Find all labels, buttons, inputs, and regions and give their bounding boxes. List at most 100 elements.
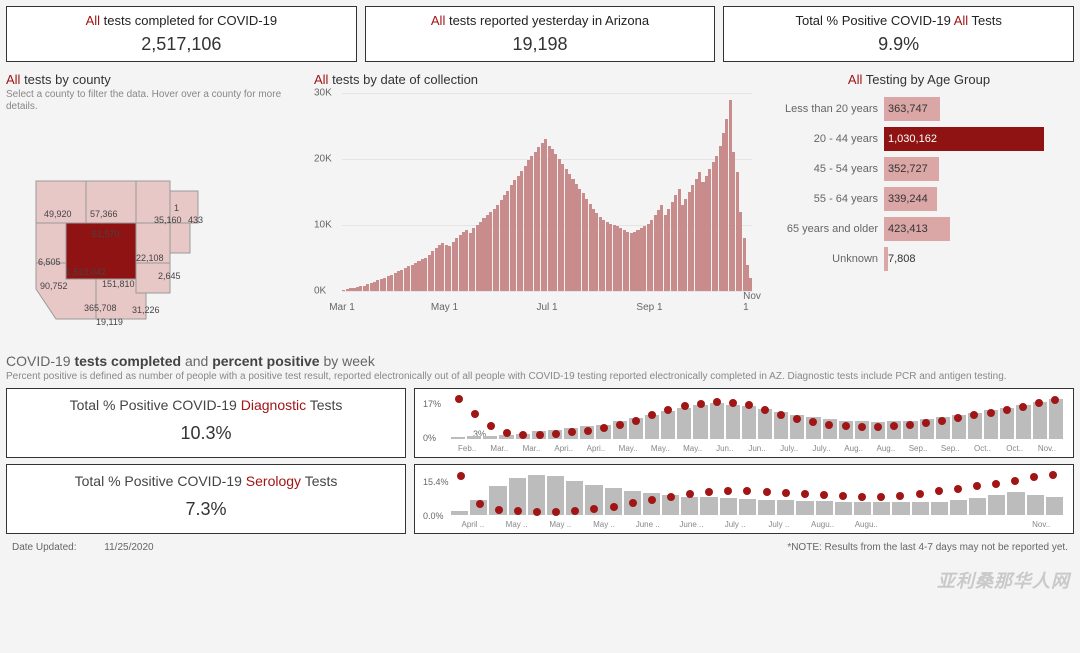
card-total-tests: All tests completed for COVID-19 2,517,1… [6, 6, 357, 62]
combo-xlabel: June .. [636, 520, 660, 529]
diagnostic-chart[interactable]: 17%0%3%Feb..Mar..Mar..Apri..Apri..May..M… [414, 388, 1074, 458]
accent-word: All [314, 72, 328, 87]
combo-dot [916, 490, 924, 498]
combo-bar [467, 436, 481, 439]
combo-bar [758, 500, 775, 515]
age-bar: 7,808 [884, 247, 888, 271]
combo-dot [667, 493, 675, 501]
date-collection-chart[interactable]: 0K10K20K30K Mar 1May 1Jul 1Sep 1Nov 1 [314, 93, 756, 313]
combo-dot [992, 480, 1000, 488]
y-tick: 0K [314, 286, 326, 297]
combo-xlabel: Sep.. [941, 444, 960, 453]
combo-dot [1051, 396, 1059, 404]
combo-dot [973, 482, 981, 490]
combo-dot [705, 488, 713, 496]
age-row: Less than 20 years363,747 [764, 97, 1074, 121]
combo-dot [600, 424, 608, 432]
combo-dot [782, 489, 790, 497]
age-row: 55 - 64 years339,244 [764, 187, 1074, 211]
card-value: 19,198 [376, 34, 705, 55]
combo-dot [761, 406, 769, 414]
map-county-value: 22,108 [136, 253, 164, 263]
combo-bar [777, 500, 794, 515]
date-panel: All tests by date of collection 0K10K20K… [314, 72, 756, 339]
combo-dot [877, 493, 885, 501]
combo-xlabel: Oct.. [1006, 444, 1023, 453]
combo-bar [681, 497, 698, 515]
accent-word: All [431, 13, 445, 28]
title-pre: Total % Positive COVID-19 [795, 13, 953, 28]
combo-dot [724, 487, 732, 495]
combo-dot [552, 508, 560, 516]
age-label: Less than 20 years [764, 103, 884, 115]
combo-bar [816, 501, 833, 515]
combo-xlabel: Aug.. [876, 444, 895, 453]
combo-dot [1003, 406, 1011, 414]
map-county-value: 1 [174, 203, 179, 213]
age-bar: 352,727 [884, 157, 939, 181]
footer: Date Updated: 11/25/2020 *NOTE: Results … [6, 542, 1074, 553]
age-bar-chart[interactable]: Less than 20 years363,747 20 - 44 years1,… [764, 97, 1074, 271]
combo-bar [912, 502, 929, 515]
age-row: 65 years and older423,413 [764, 217, 1074, 241]
card-value: 9.9% [734, 34, 1063, 55]
combo-bar [873, 502, 890, 515]
combo-ylabel: 0.0% [423, 511, 444, 521]
map-county-value: 61,570 [92, 229, 120, 239]
combo-dot [664, 406, 672, 414]
combo-ylabel: 17% [423, 399, 441, 409]
combo-dot [632, 417, 640, 425]
combo-dot [713, 398, 721, 406]
combo-dot [471, 410, 479, 418]
combo-xlabel: Feb.. [458, 444, 476, 453]
accent-word: All [848, 72, 862, 87]
combo-dot [954, 485, 962, 493]
combo-bar [605, 488, 622, 515]
combo-dot [906, 421, 914, 429]
map-county-value: 31,226 [132, 305, 160, 315]
map-county-value: 35,160 [154, 215, 182, 225]
combo-dot [457, 472, 465, 480]
combo-dot [648, 496, 656, 504]
date-bar [749, 278, 752, 291]
combo-bar [988, 495, 1005, 515]
serology-chart[interactable]: 15.4%0.0%April ..May ..May ..May ..June … [414, 464, 1074, 534]
date-updated: Date Updated: 11/25/2020 [12, 542, 154, 553]
age-row: Unknown7,808 [764, 247, 1074, 271]
combo-xlabel: Mar.. [523, 444, 541, 453]
top-cards: All tests completed for COVID-19 2,517,1… [6, 6, 1074, 62]
arizona-map[interactable]: 49,92057,366135,16043361,5706,50522,1081… [6, 119, 266, 339]
age-label: 20 - 44 years [764, 133, 884, 145]
title-rest: tests by county [20, 72, 110, 87]
combo-bar [1007, 492, 1024, 515]
weekly-subtext: Percent positive is defined as number of… [6, 371, 1074, 382]
y-tick: 30K [314, 88, 332, 99]
combo-dot [571, 507, 579, 515]
combo-dot [896, 492, 904, 500]
county-subtext: Select a county to filter the data. Hove… [6, 89, 306, 113]
card-yesterday: All tests reported yesterday in Arizona … [365, 6, 716, 62]
combo-bar [710, 403, 724, 439]
card-pct-positive: Total % Positive COVID-19 All Tests 9.9% [723, 6, 1074, 62]
combo-dot [1011, 477, 1019, 485]
combo-bar [969, 498, 986, 515]
combo-bar [796, 501, 813, 515]
combo-dot [825, 421, 833, 429]
map-county-value: 49,920 [44, 209, 72, 219]
watermark: 亚利桑那华人网 [937, 567, 1070, 593]
x-tick: Jul 1 [536, 302, 557, 313]
combo-xlabel: May .. [549, 520, 571, 529]
combo-dot [922, 419, 930, 427]
age-label: 65 years and older [764, 223, 884, 235]
combo-dot [874, 423, 882, 431]
combo-xlabel: Jun.. [748, 444, 765, 453]
combo-dot [610, 503, 618, 511]
combo-dot [890, 422, 898, 430]
county-panel: All tests by county Select a county to f… [6, 72, 306, 339]
age-row: 45 - 54 years352,727 [764, 157, 1074, 181]
combo-bar [892, 502, 909, 515]
combo-xlabel: Mar.. [490, 444, 508, 453]
date-title: All tests by date of collection [314, 72, 756, 87]
age-bar: 1,030,162 [884, 127, 1044, 151]
title-post: Tests [968, 13, 1002, 28]
